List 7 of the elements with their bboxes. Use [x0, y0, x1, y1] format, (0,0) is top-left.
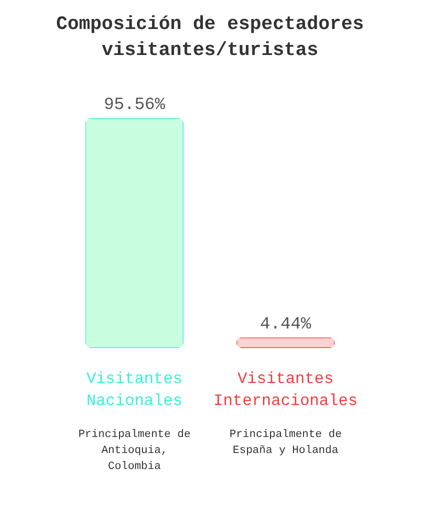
data-label: 95.56% [104, 96, 166, 115]
x-tick-label: Visitantes Nacionales [86, 370, 182, 410]
text: Principalmente de España y Holanda [229, 429, 342, 457]
x-tick-label: Visitantes Internacionales [214, 370, 358, 410]
chart-title: Composición de espectadores visitantes/turistas [56, 13, 364, 61]
text: Principalmente de Antioquia, Colombia [78, 429, 191, 473]
data-label: 4.44% [260, 315, 312, 334]
